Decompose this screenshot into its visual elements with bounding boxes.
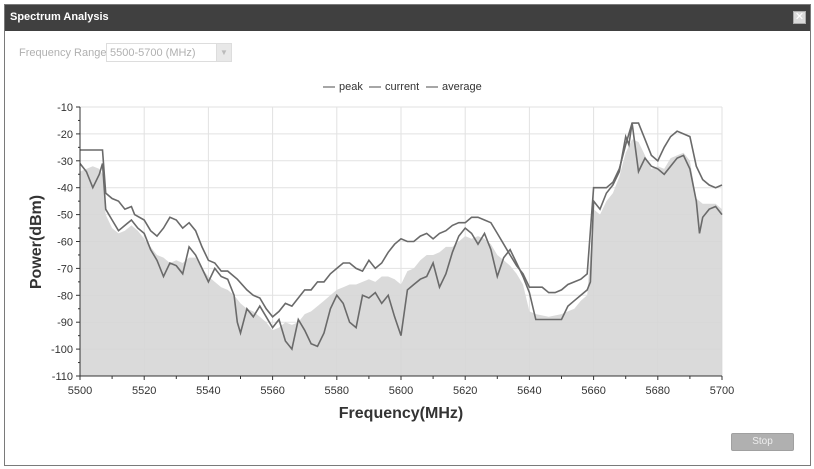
x-tick-label: 5680 xyxy=(646,385,670,397)
stop-button[interactable]: Stop xyxy=(731,433,794,451)
y-tick-label: -60 xyxy=(57,237,73,249)
x-tick-label: 5640 xyxy=(517,385,541,397)
x-tick-label: 5500 xyxy=(68,385,92,397)
y-tick-label: -100 xyxy=(51,344,73,356)
chart-legend: peak current average xyxy=(323,81,482,93)
y-axis-title: Power(dBm) xyxy=(28,195,45,289)
chart-lines xyxy=(79,122,723,351)
x-tick-label: 5520 xyxy=(132,385,156,397)
chart-axes: -10 -20 -30 -40 -50 -60 -70 -80 -90 -100 -110 5500 5… xyxy=(51,102,734,397)
frequency-range-select[interactable]: 5500-5700 (MHz) ▼ xyxy=(106,43,232,62)
y-tick-label: -50 xyxy=(57,210,73,222)
x-axis-title: Frequency(MHz) xyxy=(339,405,463,422)
y-tick-label: -90 xyxy=(57,317,73,329)
y-tick-label: -10 xyxy=(57,102,73,114)
chevron-down-icon[interactable]: ▼ xyxy=(216,44,231,61)
dialog-title: Spectrum Analysis xyxy=(10,11,109,23)
close-icon[interactable]: ✕ xyxy=(793,11,806,24)
series-current xyxy=(79,122,723,351)
x-tick-label: 5660 xyxy=(581,385,605,397)
legend-average[interactable]: average xyxy=(442,81,482,93)
frequency-range-value: 5500-5700 (MHz) xyxy=(110,47,196,59)
legend-current[interactable]: current xyxy=(385,81,419,93)
y-tick-label: -80 xyxy=(57,290,73,302)
y-tick-label: -20 xyxy=(57,129,73,141)
series-peak xyxy=(80,122,723,318)
x-tick-label: 5700 xyxy=(710,385,734,397)
dialog-titlebar: Spectrum Analysis ✕ xyxy=(5,5,810,31)
y-tick-label: -110 xyxy=(52,371,73,383)
x-tick-label: 5560 xyxy=(260,385,284,397)
y-tick-label: -30 xyxy=(57,156,73,168)
x-tick-label: 5580 xyxy=(325,385,349,397)
average-area xyxy=(80,139,722,376)
y-tick-label: -70 xyxy=(57,263,73,275)
x-tick-label: 5620 xyxy=(453,385,477,397)
frequency-range-label: Frequency Range: xyxy=(19,47,110,59)
x-tick-label: 5540 xyxy=(196,385,220,397)
series-average xyxy=(80,139,722,376)
x-tick-label: 5600 xyxy=(389,385,413,397)
legend-peak[interactable]: peak xyxy=(339,81,363,93)
y-tick-label: -40 xyxy=(57,183,73,195)
